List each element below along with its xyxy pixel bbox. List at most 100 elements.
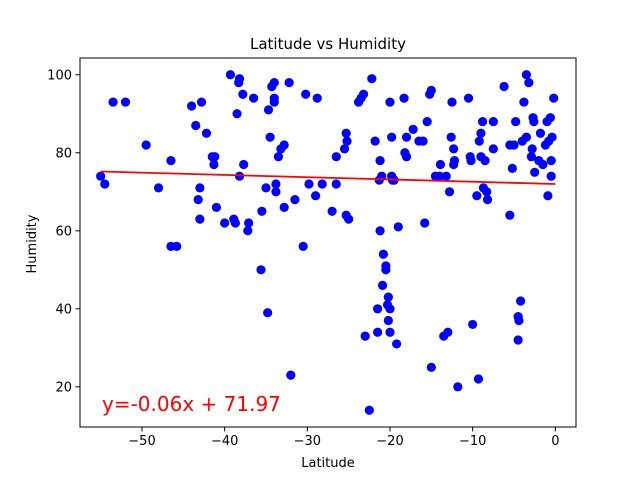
- data-point: [172, 241, 182, 252]
- data-point: [472, 191, 482, 201]
- data-point: [449, 159, 459, 170]
- data-point: [234, 77, 244, 88]
- data-point: [426, 362, 436, 372]
- data-point: [519, 97, 529, 107]
- data-point: [342, 136, 352, 146]
- data-point: [191, 120, 201, 131]
- data-point: [301, 89, 311, 99]
- data-point: [304, 179, 314, 189]
- data-point: [209, 159, 219, 170]
- data-point: [141, 140, 151, 150]
- regression-line: [100, 170, 556, 185]
- data-point: [220, 218, 230, 228]
- data-point: [477, 116, 488, 127]
- data-point: [521, 70, 532, 80]
- regression-equation-annotation: y=-0.06x + 71.97: [102, 392, 281, 416]
- data-point: [370, 136, 380, 146]
- y-tick-label: 100: [47, 68, 72, 83]
- data-point: [279, 202, 289, 212]
- data-point: [263, 105, 274, 115]
- data-point: [100, 179, 110, 189]
- data-point: [193, 194, 203, 205]
- data-point: [108, 97, 118, 107]
- data-point: [473, 374, 484, 384]
- data-point: [408, 124, 418, 134]
- data-point: [507, 163, 517, 173]
- data-point: [526, 152, 536, 162]
- data-point: [367, 74, 377, 84]
- data-point: [399, 93, 409, 103]
- data-point: [401, 132, 412, 142]
- x-tick-label: −20: [376, 434, 403, 449]
- data-point: [465, 152, 475, 162]
- data-point: [468, 319, 478, 330]
- data-point: [530, 167, 540, 177]
- data-point: [261, 183, 271, 193]
- data-point: [263, 308, 273, 318]
- data-point: [453, 382, 463, 392]
- data-point: [249, 93, 259, 103]
- data-point: [463, 93, 474, 103]
- data-point: [482, 187, 492, 197]
- data-point: [341, 128, 351, 138]
- x-tick-label: −50: [128, 434, 155, 449]
- data-point: [420, 218, 430, 228]
- data-point: [535, 128, 546, 138]
- y-tick-label: 40: [55, 302, 72, 317]
- data-point: [385, 304, 395, 314]
- data-point: [269, 93, 279, 103]
- data-point: [488, 144, 498, 154]
- x-tick-label: −30: [294, 434, 321, 449]
- data-point: [545, 113, 555, 123]
- data-point: [210, 152, 220, 162]
- y-tick-label: 20: [55, 380, 72, 395]
- data-point: [383, 292, 393, 302]
- data-point: [546, 155, 556, 166]
- data-point: [271, 179, 281, 189]
- data-point: [547, 132, 557, 142]
- plot-frame: [79, 57, 577, 428]
- data-point: [444, 187, 455, 197]
- y-tick-label: 80: [55, 146, 72, 161]
- data-point: [344, 214, 354, 224]
- data-point: [327, 206, 337, 216]
- data-point: [96, 171, 106, 181]
- data-point: [513, 335, 523, 345]
- data-point: [373, 327, 383, 337]
- data-point: [514, 315, 524, 326]
- data-point: [166, 155, 176, 166]
- data-point: [243, 226, 253, 236]
- data-point: [284, 77, 294, 88]
- data-point: [256, 265, 266, 275]
- data-point: [331, 179, 341, 189]
- data-point: [257, 206, 267, 216]
- data-point: [358, 89, 369, 99]
- data-point: [195, 183, 205, 193]
- data-point: [339, 144, 350, 154]
- data-point: [375, 155, 385, 166]
- data-point: [375, 226, 385, 236]
- data-point: [435, 159, 446, 170]
- data-point: [312, 93, 322, 103]
- data-point: [238, 89, 248, 99]
- data-point: [524, 77, 534, 88]
- data-point: [441, 171, 451, 181]
- data-point: [196, 97, 207, 107]
- data-point: [232, 109, 242, 119]
- data-point: [239, 159, 249, 170]
- data-point: [529, 116, 539, 127]
- data-point: [392, 339, 402, 349]
- data-point: [298, 241, 308, 252]
- data-point: [516, 296, 526, 306]
- data-point: [418, 136, 428, 146]
- data-point: [311, 191, 321, 201]
- x-tick-label: −40: [211, 434, 238, 449]
- data-point: [385, 327, 395, 337]
- data-point: [476, 128, 486, 138]
- x-tick-label: 0: [551, 434, 559, 449]
- data-point: [482, 194, 493, 205]
- data-point: [153, 183, 164, 193]
- y-axis-title: Humidity: [25, 214, 40, 273]
- data-point: [401, 152, 412, 162]
